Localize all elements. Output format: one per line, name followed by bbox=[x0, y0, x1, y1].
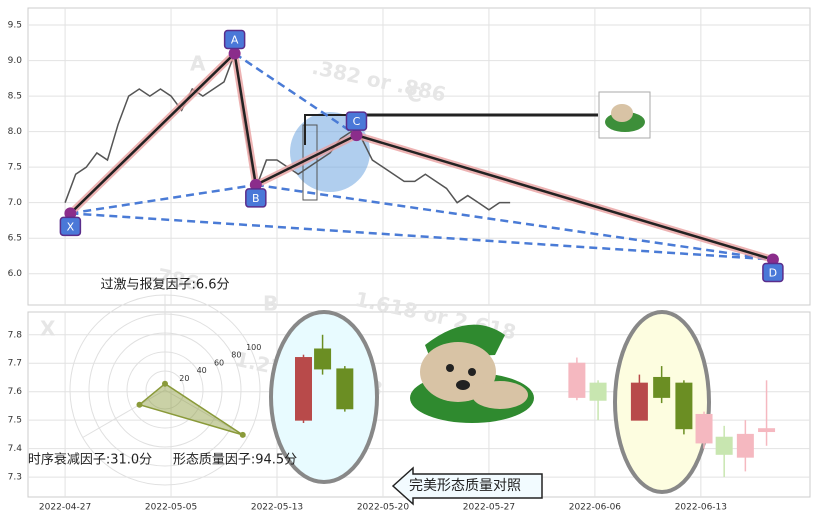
y-tick-label: 7.8 bbox=[8, 330, 23, 340]
pattern-point bbox=[64, 207, 77, 220]
candle-body bbox=[736, 433, 754, 458]
radar-point bbox=[239, 431, 246, 438]
pattern-label-box bbox=[762, 262, 784, 283]
caption: 完美形态质量对照 bbox=[409, 478, 521, 494]
candle-body bbox=[314, 348, 332, 370]
y-tick-label: 8.5 bbox=[8, 92, 22, 102]
x-tick-label: 2022-05-20 bbox=[357, 503, 410, 513]
x-tick-label: 2022-04-27 bbox=[39, 503, 91, 513]
candle-body bbox=[336, 368, 354, 410]
y-tick-label: 7.3 bbox=[8, 473, 22, 483]
candle-body bbox=[675, 382, 693, 430]
y-tick-label: 6.5 bbox=[8, 234, 22, 244]
pattern-label: C bbox=[353, 115, 361, 128]
radar-area bbox=[137, 382, 244, 436]
radar-label: 时序衰减因子:31.0分 bbox=[28, 452, 152, 468]
candle-body bbox=[695, 413, 713, 444]
y-tick-label: 7.4 bbox=[8, 444, 23, 454]
pattern-label: D bbox=[769, 267, 777, 280]
y-tick-label: 9.5 bbox=[8, 21, 22, 31]
annotation: A bbox=[190, 52, 206, 76]
radar-label: 过激与报复因子:6.6分 bbox=[100, 278, 229, 293]
pattern-label: B bbox=[252, 192, 260, 205]
candle-body bbox=[589, 382, 607, 401]
annotation: C bbox=[407, 83, 422, 107]
sticker bbox=[410, 104, 645, 423]
pattern-dash bbox=[255, 183, 774, 261]
y-tick-label: 7.6 bbox=[8, 387, 23, 397]
radar-tick-label: 100 bbox=[246, 343, 261, 352]
pattern-point bbox=[350, 129, 363, 142]
y-tick-label: 7.0 bbox=[8, 198, 23, 208]
pattern-dash bbox=[70, 183, 257, 215]
candle-body bbox=[758, 428, 776, 433]
candle-body bbox=[630, 382, 648, 421]
candle-body bbox=[653, 376, 671, 398]
radar-tick-label: 60 bbox=[214, 358, 224, 367]
highlight-ellipse bbox=[269, 310, 379, 484]
caption-box: 完美形态质量对照 bbox=[391, 466, 543, 506]
annotation: X bbox=[40, 317, 56, 341]
x-tick-label: 2022-05-13 bbox=[251, 503, 303, 513]
pattern-dash bbox=[233, 52, 358, 137]
y-tick-label: 7.7 bbox=[8, 359, 22, 369]
radar-tick-label: 80 bbox=[231, 351, 241, 360]
pattern-point bbox=[766, 253, 779, 266]
y-tick-label: 8.0 bbox=[8, 127, 23, 137]
y-tick-label: 7.5 bbox=[8, 163, 22, 173]
y-tick-label: 6.0 bbox=[8, 269, 23, 279]
pattern-label: X bbox=[67, 220, 75, 233]
radar-tick-label: 40 bbox=[197, 366, 207, 375]
y-tick-label: 7.5 bbox=[8, 416, 22, 426]
radar-label: 形态质量因子:94.5分 bbox=[173, 453, 297, 468]
pattern-label-box bbox=[245, 188, 267, 208]
x-tick-label: 2022-05-27 bbox=[463, 503, 515, 513]
candle-body bbox=[715, 436, 733, 455]
y-tick-label: 9.0 bbox=[8, 56, 23, 66]
candle-body bbox=[568, 362, 586, 398]
pattern-label: A bbox=[231, 33, 239, 46]
pattern-label-box bbox=[345, 111, 368, 131]
radar-tick-label: 20 bbox=[179, 374, 189, 383]
candle-body bbox=[295, 357, 313, 421]
pattern-point bbox=[228, 47, 241, 60]
annotation: B bbox=[263, 292, 278, 316]
pattern-dash bbox=[70, 212, 773, 261]
radar-point bbox=[136, 401, 143, 408]
radar-point bbox=[162, 380, 168, 387]
x-tick-label: 2022-06-13 bbox=[675, 503, 727, 513]
pattern-label-box bbox=[223, 29, 246, 50]
connector bbox=[304, 114, 355, 145]
radar-axis bbox=[82, 389, 166, 438]
pattern-point bbox=[249, 178, 262, 191]
pattern-label-box bbox=[59, 216, 82, 237]
x-tick-label: 2022-05-05 bbox=[145, 503, 197, 513]
x-tick-label: 2022-06-06 bbox=[569, 503, 622, 513]
